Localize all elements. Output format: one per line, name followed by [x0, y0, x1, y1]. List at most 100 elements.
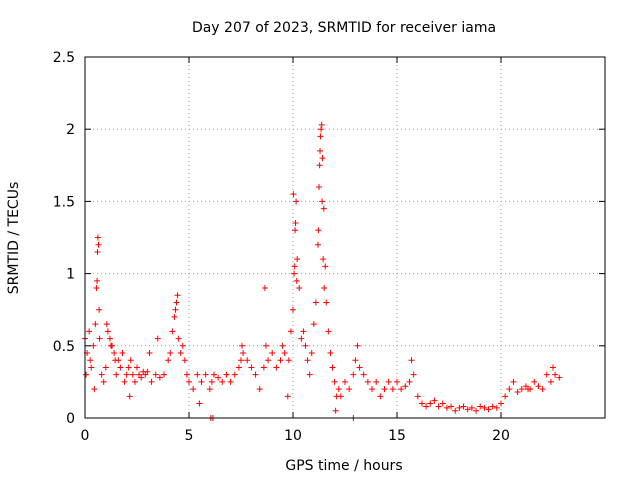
- data-point: [156, 374, 163, 381]
- data-point: [318, 121, 325, 128]
- data-point: [235, 364, 242, 371]
- data-point: [312, 299, 319, 306]
- data-point: [315, 227, 322, 234]
- data-point: [181, 357, 188, 364]
- data-point: [510, 378, 517, 385]
- data-point: [321, 285, 328, 292]
- data-point: [238, 357, 244, 364]
- data-point: [138, 374, 145, 381]
- data-point: [152, 371, 159, 378]
- data-point: [316, 162, 323, 169]
- data-point: [337, 393, 344, 400]
- plot-frame: [84, 56, 606, 419]
- data-point: [439, 400, 446, 407]
- data-point: [223, 371, 230, 378]
- x-axis-label: GPS time / hours: [285, 458, 402, 474]
- data-point: [468, 404, 475, 411]
- data-point: [117, 364, 124, 371]
- data-point: [190, 386, 197, 393]
- data-point: [96, 306, 103, 313]
- data-point: [248, 364, 255, 371]
- data-point: [354, 342, 361, 349]
- data-point: [464, 406, 471, 413]
- data-point: [346, 386, 353, 393]
- data-point: [518, 386, 525, 393]
- data-point: [83, 371, 90, 378]
- data-point: [332, 407, 339, 414]
- data-point: [121, 378, 128, 385]
- data-point: [240, 350, 247, 357]
- data-point: [86, 328, 93, 335]
- data-point: [215, 374, 222, 381]
- data-point: [431, 397, 438, 404]
- x-tick-label: 15: [388, 428, 406, 444]
- y-tick-label: 2.5: [53, 50, 75, 66]
- data-point: [414, 393, 421, 400]
- data-point: [304, 357, 311, 364]
- data-point: [90, 342, 97, 349]
- data-point: [174, 292, 181, 299]
- data-point: [175, 335, 182, 342]
- data-point: [514, 389, 521, 396]
- data-point: [539, 386, 546, 393]
- data-point: [506, 386, 513, 393]
- data-point: [323, 299, 330, 306]
- data-point: [291, 270, 298, 277]
- data-point: [129, 371, 136, 378]
- data-point: [316, 183, 322, 190]
- data-point: [146, 350, 153, 357]
- data-point: [196, 400, 203, 407]
- data-point: [318, 126, 325, 133]
- data-point: [477, 403, 484, 410]
- y-axis-label: SRMTID / TECUs: [6, 182, 22, 295]
- data-point: [113, 371, 120, 378]
- data-point: [369, 386, 376, 393]
- data-point: [219, 378, 226, 385]
- y-tick-label: 1.5: [53, 194, 75, 210]
- data-point: [292, 220, 299, 227]
- data-point: [125, 364, 132, 371]
- axis-ticks: 0 5 10 15 20 0 0.5 1 1.5 2 2.5: [53, 50, 605, 444]
- data-point: [154, 335, 161, 342]
- data-point: [111, 350, 118, 357]
- data-point: [394, 378, 400, 385]
- data-point: [547, 378, 554, 385]
- data-point: [87, 357, 94, 364]
- data-point: [292, 227, 299, 234]
- data-point: [279, 342, 286, 349]
- data-point: [320, 256, 327, 263]
- data-point: [291, 263, 298, 270]
- data-point: [134, 364, 140, 371]
- data-point: [352, 357, 359, 364]
- data-point: [119, 350, 126, 357]
- x-tick-label: 10: [284, 428, 302, 444]
- data-point: [327, 350, 334, 357]
- data-point: [485, 406, 492, 413]
- data-point: [91, 386, 98, 393]
- data-point: [498, 400, 504, 407]
- data-point: [102, 364, 109, 371]
- y-tick-label: 0.5: [53, 339, 75, 355]
- data-point: [177, 350, 184, 357]
- data-point: [550, 364, 556, 371]
- x-tick-label: 20: [492, 428, 510, 444]
- data-point: [206, 386, 213, 393]
- data-point: [331, 378, 338, 385]
- data-point: [256, 386, 263, 393]
- data-point: [172, 306, 179, 313]
- data-point: [456, 404, 463, 411]
- y-tick-label: 1: [66, 267, 75, 283]
- y-tick-label: 0: [66, 411, 75, 427]
- data-point: [302, 342, 309, 349]
- data-point: [208, 378, 215, 385]
- data-point: [169, 328, 176, 335]
- data-point: [385, 378, 392, 385]
- data-point: [435, 403, 442, 410]
- data-point: [186, 378, 192, 385]
- data-point: [126, 393, 133, 400]
- data-point: [389, 386, 396, 393]
- data-point: [179, 342, 186, 349]
- data-point: [525, 386, 532, 393]
- data-point: [473, 407, 480, 414]
